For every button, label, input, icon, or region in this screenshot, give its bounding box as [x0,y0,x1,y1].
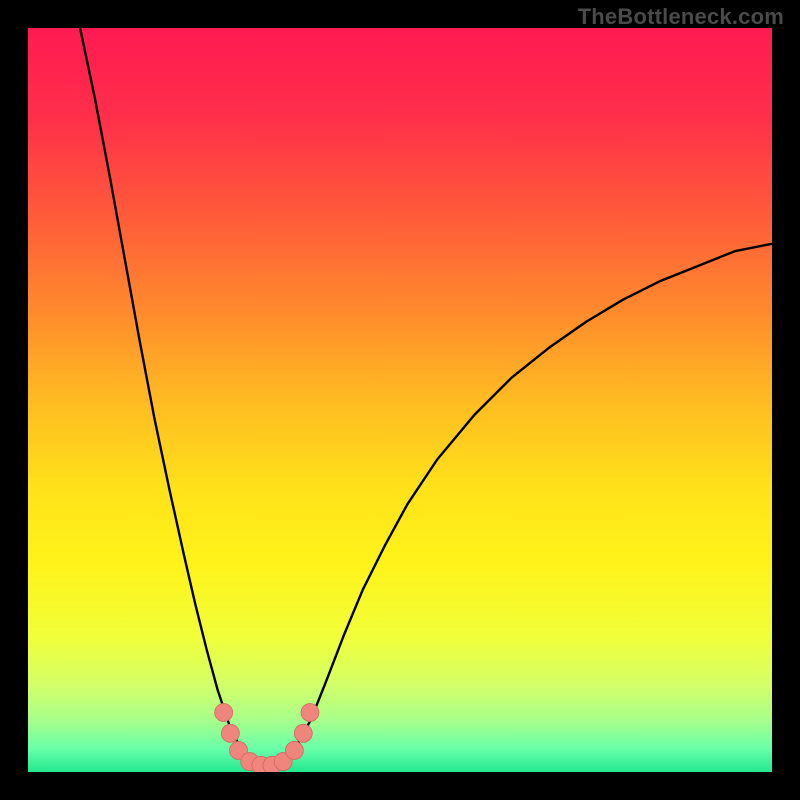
chart-svg [28,28,772,772]
watermark-text: TheBottleneck.com [578,4,784,30]
chart-background [28,28,772,772]
plot-area [28,28,772,772]
marker-point [215,703,233,721]
marker-point [285,741,303,759]
chart-frame: TheBottleneck.com [0,0,800,800]
marker-point [221,724,239,742]
marker-point [294,724,312,742]
marker-point [301,703,319,721]
